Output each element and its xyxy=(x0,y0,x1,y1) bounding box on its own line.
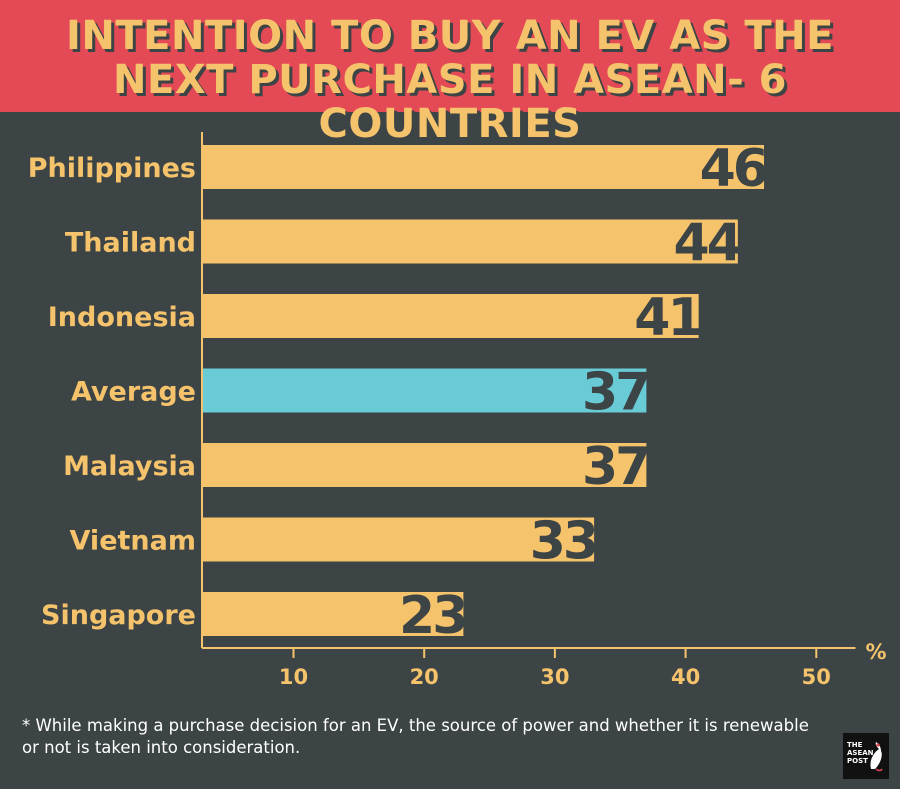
value-label-malaysia: 37 xyxy=(582,437,648,497)
value-label-indonesia: 41 xyxy=(634,288,700,348)
chart-title: INTENTION TO BUY AN EV AS THE NEXT PURCH… xyxy=(66,13,834,147)
x-tick-label-40: 40 xyxy=(671,665,700,689)
title-banner: INTENTION TO BUY AN EV AS THE NEXT PURCH… xyxy=(0,0,900,146)
category-label-indonesia: Indonesia xyxy=(48,302,196,333)
category-label-malaysia: Malaysia xyxy=(63,451,196,482)
bird-icon xyxy=(870,742,883,772)
x-tick-label-20: 20 xyxy=(410,665,439,689)
category-label-vietnam: Vietnam xyxy=(70,526,196,557)
category-label-philippines: Philippines xyxy=(28,153,196,184)
logo-line-1: THE xyxy=(847,741,863,749)
value-label-average: 37 xyxy=(582,363,648,423)
x-tick-label-10: 10 xyxy=(279,665,308,689)
footnote: * While making a purchase decision for a… xyxy=(22,716,809,757)
bar-thailand xyxy=(202,219,738,264)
x-tick-label-30: 30 xyxy=(540,665,569,689)
x-tick-label-50: 50 xyxy=(802,665,831,689)
bar-singapore xyxy=(202,592,464,636)
value-label-philippines: 46 xyxy=(700,139,767,199)
value-label-thailand: 44 xyxy=(673,214,740,274)
logo-line-2: ASEAN xyxy=(847,749,874,757)
bar-malaysia xyxy=(202,443,647,487)
category-label-average: Average xyxy=(71,377,196,408)
the-asean-post-logo: THE ASEAN POST xyxy=(843,733,889,779)
value-label-vietnam: 33 xyxy=(530,512,596,572)
bar-chart: Philippines 46 Thailand 44 Indonesia 41 Averag… xyxy=(28,132,887,689)
axes-group: 10 20 30 40 50% xyxy=(201,132,887,689)
bar-indonesia xyxy=(202,294,699,338)
category-label-thailand: Thailand xyxy=(65,228,196,259)
bar-vietnam xyxy=(202,517,595,562)
bars-group: Philippines 46 Thailand 44 Indonesia 41 Averag… xyxy=(28,139,770,646)
bar-philippines xyxy=(202,145,765,189)
x-axis-unit-label: % xyxy=(865,640,886,664)
category-label-singapore: Singapore xyxy=(41,600,196,631)
value-label-singapore: 23 xyxy=(399,586,465,646)
logo-line-3: POST xyxy=(847,757,868,765)
bar-average xyxy=(202,368,647,413)
